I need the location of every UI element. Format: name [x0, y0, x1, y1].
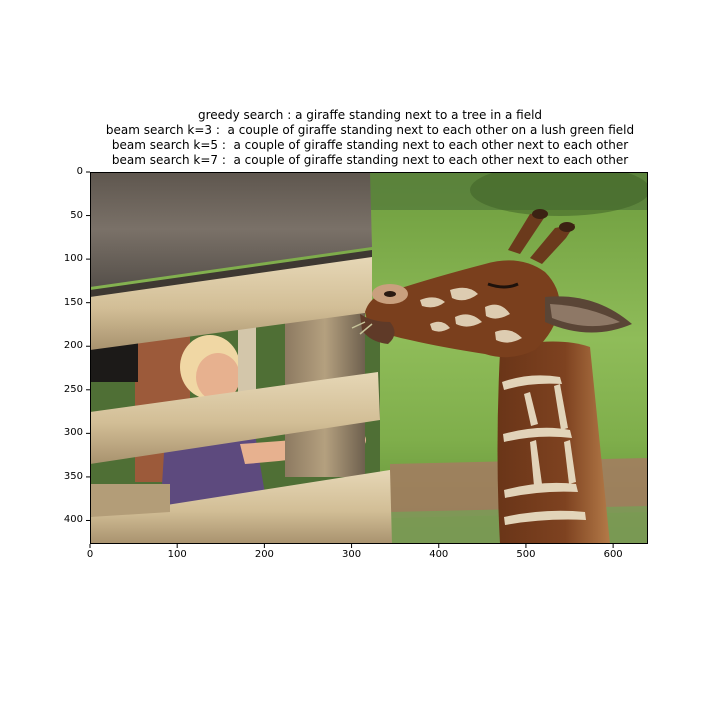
x-tick-label: 300: [342, 549, 362, 560]
x-tick-label: 400: [429, 549, 449, 560]
y-tick-label: 400: [63, 514, 83, 526]
x-tick-label: 600: [603, 549, 623, 560]
y-tick-label: 150: [63, 296, 83, 308]
x-tick-label: 100: [167, 549, 187, 560]
y-tick-label: 250: [63, 383, 83, 395]
photo-image: [90, 172, 648, 544]
x-tick-label: 500: [516, 549, 536, 560]
y-tick-label: 50: [70, 209, 83, 221]
y-tick-label: 300: [63, 427, 83, 439]
x-tick-label: 0: [86, 549, 94, 560]
title-line-beam-k7: beam search k=7 : a couple of giraffe st…: [111, 153, 629, 167]
title-line-beam-k5: beam search k=5 : a couple of giraffe st…: [111, 138, 629, 152]
title-line-beam-k3: beam search k=3 : a couple of giraffe st…: [105, 123, 635, 137]
x-tick-label: 200: [254, 549, 274, 560]
y-tick-label: 350: [63, 470, 83, 482]
figure-title: greedy search : a giraffe standing next …: [0, 108, 720, 168]
title-line-greedy: greedy search : a giraffe standing next …: [197, 108, 543, 122]
y-tick-label: 0: [76, 166, 83, 177]
y-tick-label: 200: [63, 340, 83, 352]
y-tick-label: 100: [63, 253, 83, 265]
image-axes: [90, 172, 648, 544]
